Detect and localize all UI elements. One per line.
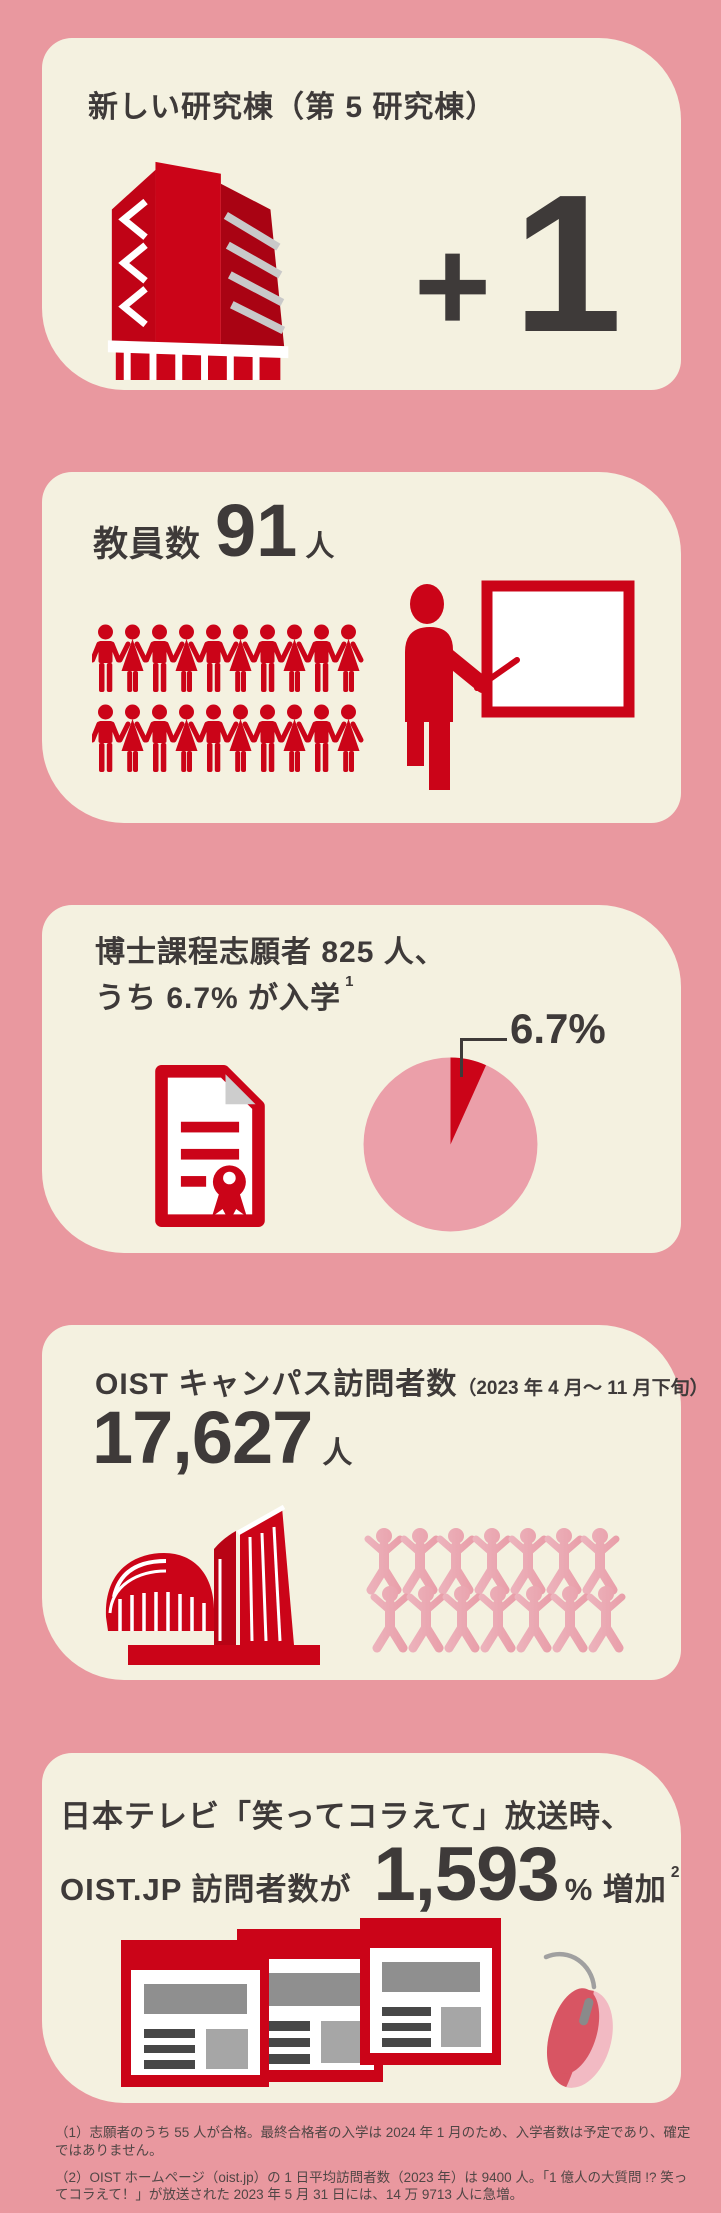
footnote-1: （1）志願者のうち 55 人が合格。最終合格者の入学は 2024 年 1 月のた…: [55, 2125, 691, 2158]
card-campus-visitors: OIST キャンパス訪問者数 （2023 年 4 月～ 11 月下旬） 17,6…: [42, 1325, 709, 1680]
plus-one-figure: + 1: [414, 166, 622, 362]
admission-pie-chart: [363, 1057, 538, 1232]
card-new-building: 新しい研究棟（第 5 研究棟）: [42, 38, 681, 390]
faculty-label: 教員数: [93, 525, 202, 564]
text-line-block: [259, 2021, 311, 2031]
faculty-count: 91: [215, 489, 298, 572]
card-phd-applicants: 博士課程志願者 825 人、 うち 6.7% が入学1 6.7%: [42, 905, 681, 1253]
research-building-icon: [107, 161, 289, 380]
text-line-block: [259, 2054, 311, 2064]
web-line1: 日本テレビ「笑ってコラえて」放送時、: [60, 1799, 633, 1834]
faculty-people-row-2: [92, 704, 364, 774]
campus-unit: 人: [322, 1437, 353, 1470]
card-title: 新しい研究棟（第 5 研究棟）: [88, 91, 497, 124]
building-count: 1: [513, 154, 623, 373]
text-line-block: [143, 2060, 196, 2070]
faculty-unit: 人: [305, 531, 335, 563]
pie-callout-line: [460, 1038, 507, 1077]
visitor-crowd-icon: [362, 1528, 628, 1654]
page-banner-block: [143, 1983, 248, 2015]
image-thumb-block: [320, 2021, 363, 2064]
web-prefix: OIST.JP 訪問者数が: [60, 1872, 352, 1907]
campus-count-row: 17,627 人: [92, 1401, 352, 1475]
faculty-people-row-1: [92, 624, 364, 694]
footnote-ref-2: 2: [670, 1864, 681, 1882]
footnote-2: （2）OIST ホームページ（oist.jp）の 1 日平均訪問者数（2023 …: [55, 2169, 688, 2203]
computer-mouse-icon: [543, 1951, 613, 2088]
presenter-whiteboard-icon: [405, 580, 635, 790]
card-faculty: 教員数 91 人: [42, 472, 681, 823]
image-thumb-block: [205, 2028, 249, 2069]
faculty-headline: 教員数 91 人: [93, 494, 334, 568]
web-count-row: OIST.JP 訪問者数が 1,593 % 増加 2: [60, 1837, 681, 1913]
image-thumb-block: [440, 2006, 482, 2047]
web-suffix: % 増加 2: [565, 1864, 681, 1909]
certificate-document-icon: [155, 1065, 265, 1227]
browser-window-right: [360, 1918, 501, 2065]
campus-title: OIST キャンパス訪問者数: [95, 1368, 458, 1401]
text-line-block: [382, 2022, 431, 2032]
pie-slice-label: 6.7%: [510, 1005, 606, 1052]
card-web-visitors: 日本テレビ「笑ってコラえて」放送時、 OIST.JP 訪問者数が 1,593 %…: [42, 1753, 681, 2103]
campus-period: （2023 年 4 月～ 11 月下旬）: [457, 1378, 709, 1399]
text-line-block: [143, 2044, 196, 2054]
page-banner-block: [259, 1973, 362, 2006]
campus-headline: OIST キャンパス訪問者数 （2023 年 4 月～ 11 月下旬）: [95, 1359, 709, 1403]
phd-line2-text: うち 6.7% が入学: [95, 982, 342, 1015]
phd-line2: うち 6.7% が入学1: [95, 973, 354, 1017]
text-line-block: [382, 2006, 431, 2016]
plus-sign: +: [414, 212, 492, 359]
browser-page: [370, 1948, 492, 2053]
web-suffix-text: % 増加: [564, 1872, 667, 1907]
footnotes: （1）志願者のうち 55 人が合格。最終合格者の入学は 2024 年 1 月のた…: [55, 2124, 700, 2213]
campus-count: 17,627: [92, 1396, 313, 1479]
text-line-block: [259, 2037, 311, 2048]
browser-page: [131, 1970, 260, 2075]
footnote-ref-1: 1: [345, 972, 355, 990]
text-line-block: [143, 2028, 196, 2038]
page-banner-block: [382, 1961, 480, 1993]
text-line-block: [382, 2038, 431, 2048]
web-count: 1,593: [373, 1832, 560, 1917]
phd-line1: 博士課程志願者 825 人、: [95, 936, 446, 969]
browser-window-left: [121, 1940, 269, 2087]
oist-campus-building-icon: [105, 1504, 320, 1665]
